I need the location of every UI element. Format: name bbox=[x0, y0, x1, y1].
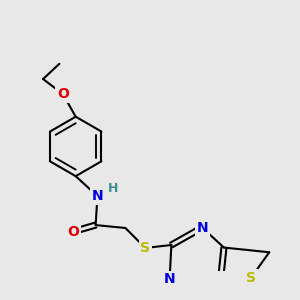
Text: H: H bbox=[107, 182, 118, 195]
Text: O: O bbox=[67, 225, 79, 238]
Text: S: S bbox=[246, 271, 256, 285]
Text: N: N bbox=[92, 189, 103, 203]
Text: N: N bbox=[196, 220, 208, 235]
Text: N: N bbox=[164, 272, 176, 286]
Text: O: O bbox=[57, 87, 69, 101]
Text: O: O bbox=[210, 298, 222, 300]
Text: S: S bbox=[140, 241, 150, 255]
